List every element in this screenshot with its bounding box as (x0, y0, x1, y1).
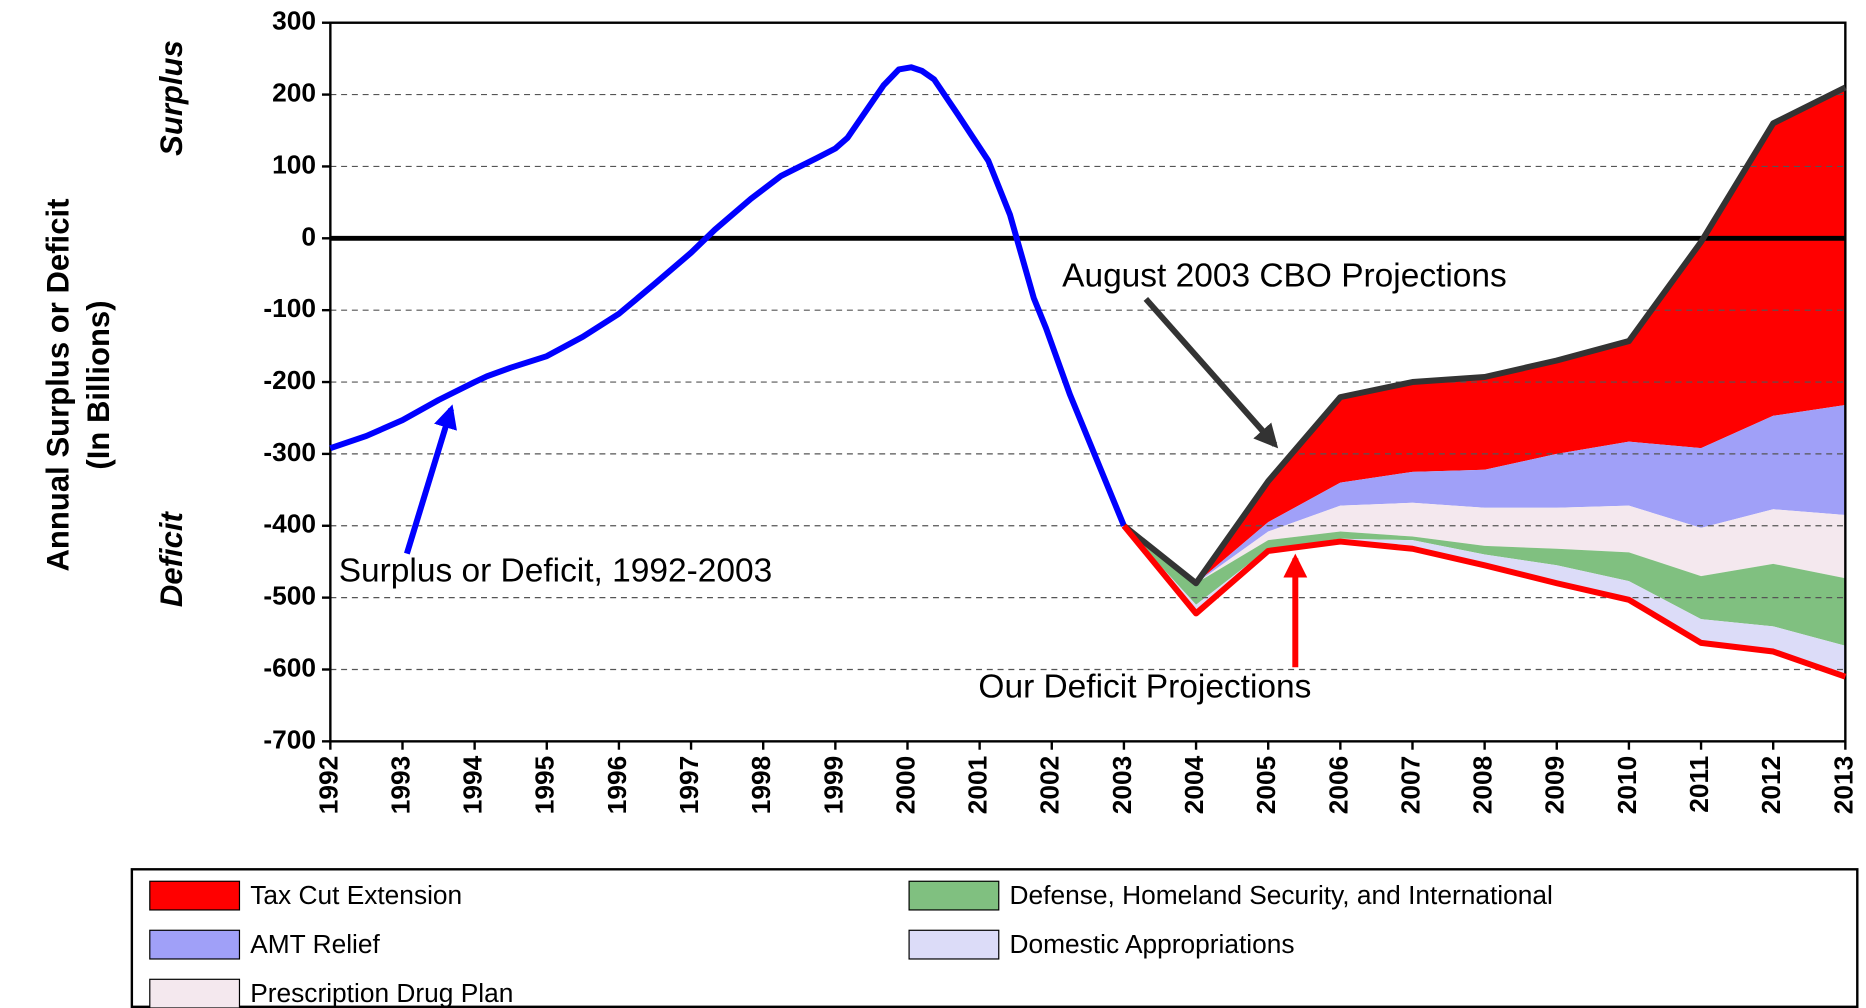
y-tick-label: -400 (263, 509, 316, 539)
x-tick-label: 2013 (1828, 756, 1858, 815)
side-label: Deficit (154, 510, 189, 607)
x-tick-label: 2007 (1395, 756, 1425, 815)
annotations: August 2003 CBO Projections Surplus or D… (40, 40, 1506, 705)
x-tick-label: 2003 (1107, 756, 1137, 815)
y-tick-label: -100 (263, 293, 316, 323)
x-tick-label: 1992 (313, 756, 343, 815)
x-tick-label: 2006 (1323, 756, 1353, 815)
x-tick-label: 2005 (1251, 756, 1281, 815)
x-tick-label: 2001 (963, 756, 993, 815)
legend-label: Domestic Appropriations (1010, 929, 1295, 959)
annotation: Our Deficit Projections (978, 669, 1311, 706)
y-tick-label: -200 (263, 365, 316, 395)
annotation: Surplus or Deficit, 1992-2003 (339, 553, 772, 590)
y-axis-label: (In Billions) (81, 300, 116, 469)
area (1123, 525, 1846, 677)
baseline-line (1122, 84, 1847, 587)
x-tick-label: 1998 (746, 756, 776, 815)
legend-label: Tax Cut Extension (250, 880, 462, 910)
x-tick-label: 1999 (818, 756, 848, 815)
y-axis-label: Annual Surplus or Deficit (40, 199, 75, 572)
legend-swatch (908, 929, 1000, 960)
x-tick-label: 2009 (1540, 756, 1570, 815)
plot-area: -700 -600 -500 -400 -300 -200 -100 0 100 200 300 19… (263, 6, 1858, 815)
x-tick-label: 1994 (458, 755, 488, 814)
arrow (1143, 296, 1279, 449)
y-tick-label: -500 (263, 581, 316, 611)
legend-label: Prescription Drug Plan (250, 978, 513, 1008)
legend-label: Defense, Homeland Security, and Internat… (1010, 880, 1553, 910)
legend-swatch (149, 929, 241, 960)
x-tick-label: 2004 (1179, 755, 1209, 814)
x-tick-label: 2000 (890, 756, 920, 815)
y-tick-label: 200 (272, 78, 316, 108)
x-tick-label: 1996 (602, 756, 632, 815)
x-tick-label: 2012 (1756, 756, 1786, 815)
area (1123, 525, 1846, 646)
y-tick-label: -700 (263, 724, 316, 754)
legend-swatch (149, 978, 241, 1008)
legend-swatch (149, 880, 241, 911)
annotation: August 2003 CBO Projections (1062, 257, 1507, 294)
legend: Tax Cut Extension AMT Relief Prescription … (149, 880, 1553, 1008)
x-tick-label: 1997 (674, 756, 704, 815)
y-tick-label: 0 (301, 221, 316, 251)
area (1123, 502, 1846, 584)
x-tick-label: 1995 (530, 756, 560, 815)
y-tick-label: -600 (263, 652, 316, 682)
x-tick-label: 2011 (1684, 756, 1714, 813)
plot-border (329, 21, 1847, 743)
x-tick-label: 1993 (385, 756, 415, 815)
actual-line (329, 64, 1127, 527)
y-tick-label: -300 (263, 437, 316, 467)
y-tick-label: 100 (272, 149, 316, 179)
side-label: Surplus (154, 40, 189, 156)
x-tick-label: 2002 (1035, 756, 1065, 815)
total-line (1121, 523, 1847, 680)
arrow (404, 404, 457, 555)
area (1123, 87, 1846, 584)
legend-box (130, 868, 1859, 1008)
legend-label: AMT Relief (250, 929, 380, 959)
x-tick-label: 2008 (1468, 756, 1498, 815)
x-tick-label: 2010 (1612, 756, 1642, 815)
area (1123, 405, 1846, 584)
legend-swatch (908, 880, 1000, 911)
y-tick-label: 300 (272, 6, 316, 36)
